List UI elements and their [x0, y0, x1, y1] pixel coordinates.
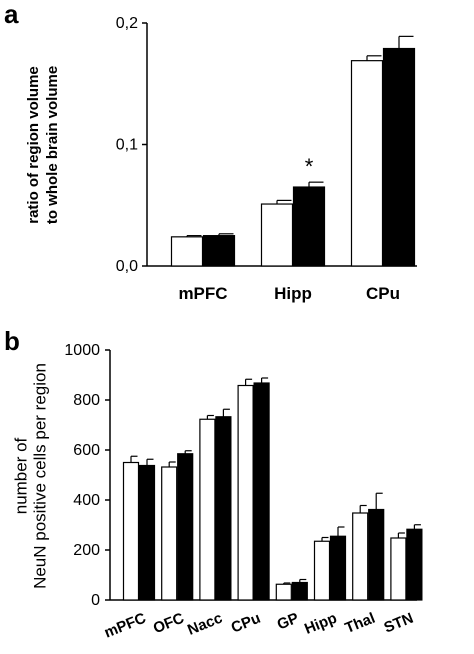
bar: [352, 512, 369, 601]
bar: [313, 540, 331, 601]
y-axis-label-line: number of: [12, 437, 31, 514]
y-axis-label-line: to whole brain volume: [44, 66, 61, 224]
bar: [177, 453, 194, 601]
bar: [292, 186, 326, 267]
x-tick-label: CPu: [366, 284, 400, 303]
y-axis-label: ratio of region volume to whole brain vol…: [25, 66, 61, 224]
significance-marker: *: [305, 154, 314, 179]
y-tick-label: 1000: [64, 342, 100, 359]
panel-letter: a: [4, 0, 19, 29]
bar: [291, 581, 308, 601]
bar: [202, 235, 236, 267]
panel-letter: b: [4, 326, 20, 356]
x-tick-label: CPu: [229, 610, 263, 637]
bar: [138, 464, 156, 601]
y-tick-label: 0,2: [116, 15, 138, 32]
y-tick-label: 0,0: [116, 258, 138, 275]
bar: [161, 466, 178, 601]
y-tick-label: 0,1: [116, 137, 138, 154]
y-axis-label-line: ratio of region volume: [25, 66, 42, 224]
bar: [122, 461, 140, 601]
y-tick-label: 800: [73, 392, 100, 409]
y-tick-label: 200: [73, 542, 100, 559]
bar: [170, 236, 204, 267]
bar: [237, 384, 254, 601]
x-tick-label: mPFC: [178, 284, 227, 303]
bar: [406, 528, 423, 601]
x-tick-label: OFC: [151, 610, 187, 638]
x-tick-label: Thal: [343, 610, 378, 637]
bar: [390, 537, 407, 601]
bar: [350, 60, 384, 267]
x-tick-label: Hipp: [274, 284, 312, 303]
chart-panel-b: b 0 200 400 600 800 1000 number ofNeuN positive…: [4, 326, 423, 642]
bar: [368, 508, 385, 601]
bar: [199, 418, 216, 601]
x-tick-label: GP: [275, 610, 301, 634]
bar: [215, 416, 232, 601]
x-tick-label: mPFC: [102, 610, 149, 642]
bar: [275, 583, 292, 601]
y-axis-label-line: NeuN positive cells per region: [31, 363, 50, 589]
bar: [253, 382, 270, 601]
y-axis-label: number ofNeuN positive cells per region: [12, 363, 50, 589]
x-tick-label: Hipp: [302, 610, 339, 638]
bar: [382, 47, 416, 267]
y-tick-label: 400: [73, 492, 100, 509]
x-tick-label: Nacc: [185, 610, 225, 639]
bar: [260, 203, 294, 267]
bar: [329, 535, 347, 601]
y-tick-label: 600: [73, 442, 100, 459]
y-tick-label: 0: [91, 592, 100, 609]
chart-panel-a: a 0,0 0,1 0,2 ratio of region volume to whole…: [4, 0, 417, 303]
x-tick-label: STN: [382, 610, 416, 637]
